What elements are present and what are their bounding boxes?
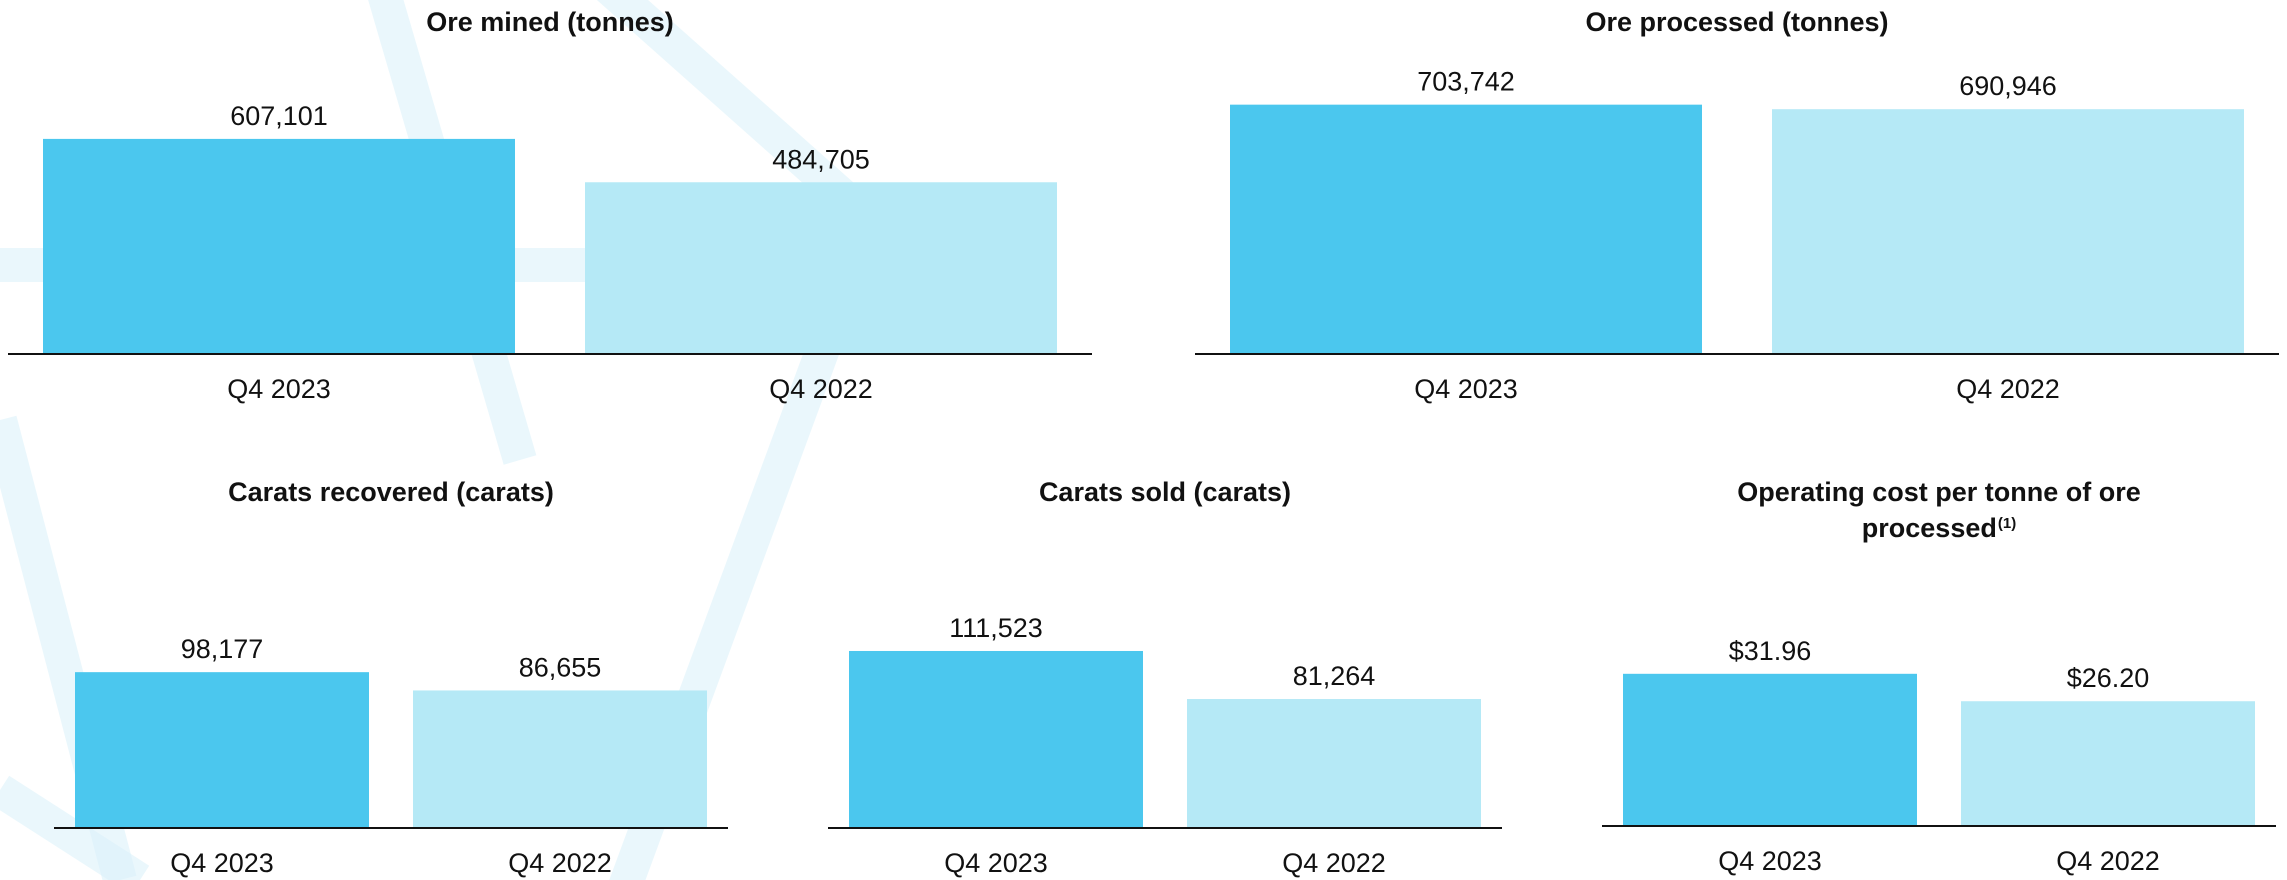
x-tick-label: Q4 2022 [2056,846,2160,876]
chart-title: Operating cost per tonne of ore processe… [1602,476,2276,544]
chart-plot: 607,101 Q4 2023 484,705 Q4 2022 [8,101,1092,404]
bar-q4-2023 [75,672,369,828]
bar-q4-2023 [43,138,515,354]
data-label: 607,101 [230,101,328,131]
chart-plot: $31.96 Q4 2023 $26.20 Q4 2022 [1602,636,2276,876]
x-tick-label: Q4 2023 [170,848,274,878]
chart-title: Carats sold (carats) [1038,477,1292,507]
data-label: 86,655 [519,652,602,682]
bar-q4-2022 [1961,701,2255,826]
chart-title: Carats recovered (carats) [228,477,554,507]
x-tick-label: Q4 2023 [1718,846,1822,876]
x-tick-label: Q4 2022 [508,848,612,878]
bar-q4-2022 [413,690,707,828]
x-tick-label: Q4 2022 [1282,848,1386,878]
x-tick-label: Q4 2022 [1956,374,2060,404]
data-label: 703,742 [1417,67,1515,97]
chart-plot: 98,177 Q4 2023 86,655 Q4 2022 [54,634,728,878]
chart-plot: 111,523 Q4 2023 81,264 Q4 2022 [828,613,1502,878]
x-tick-label: Q4 2022 [769,374,873,404]
x-tick-label: Q4 2023 [944,848,1048,878]
chart-title-text: Operating cost per tonne of ore processe… [1737,477,2141,543]
data-label: 98,177 [181,634,264,664]
bar-q4-2022 [1772,109,2244,354]
ore-mined-chart: Ore mined (tonnes) 607,101 Q4 2023 484,705… [8,0,1092,420]
ore-processed-chart: Ore processed (tonnes) 703,742 Q4 2023 690… [1195,0,2279,420]
operating-cost-chart: Operating cost per tonne of ore processe… [1602,470,2276,880]
data-label: $31.96 [1729,636,1812,666]
x-tick-label: Q4 2023 [227,374,331,404]
data-label: 111,523 [949,613,1043,643]
chart-plot: 703,742 Q4 2023 690,946 Q4 2022 [1195,67,2279,404]
x-tick-label: Q4 2023 [1414,374,1518,404]
data-label: 484,705 [772,144,870,174]
bar-q4-2023 [849,650,1143,828]
carats-sold-chart: Carats sold (carats) 111,523 Q4 2023 81,26… [828,470,1502,880]
chart-title-footnote: (1) [1997,515,2017,532]
carats-recovered-chart: Carats recovered (carats) 98,177 Q4 2023 8… [54,470,728,880]
bar-q4-2022 [585,182,1057,354]
bar-q4-2023 [1230,104,1702,355]
bar-q4-2022 [1187,699,1481,828]
data-label: 690,946 [1959,71,2057,101]
chart-title: Ore processed (tonnes) [1585,7,1889,37]
data-label: 81,264 [1293,661,1376,691]
chart-title: Ore mined (tonnes) [426,7,674,37]
bar-q4-2023 [1623,673,1917,826]
data-label: $26.20 [2067,663,2150,693]
